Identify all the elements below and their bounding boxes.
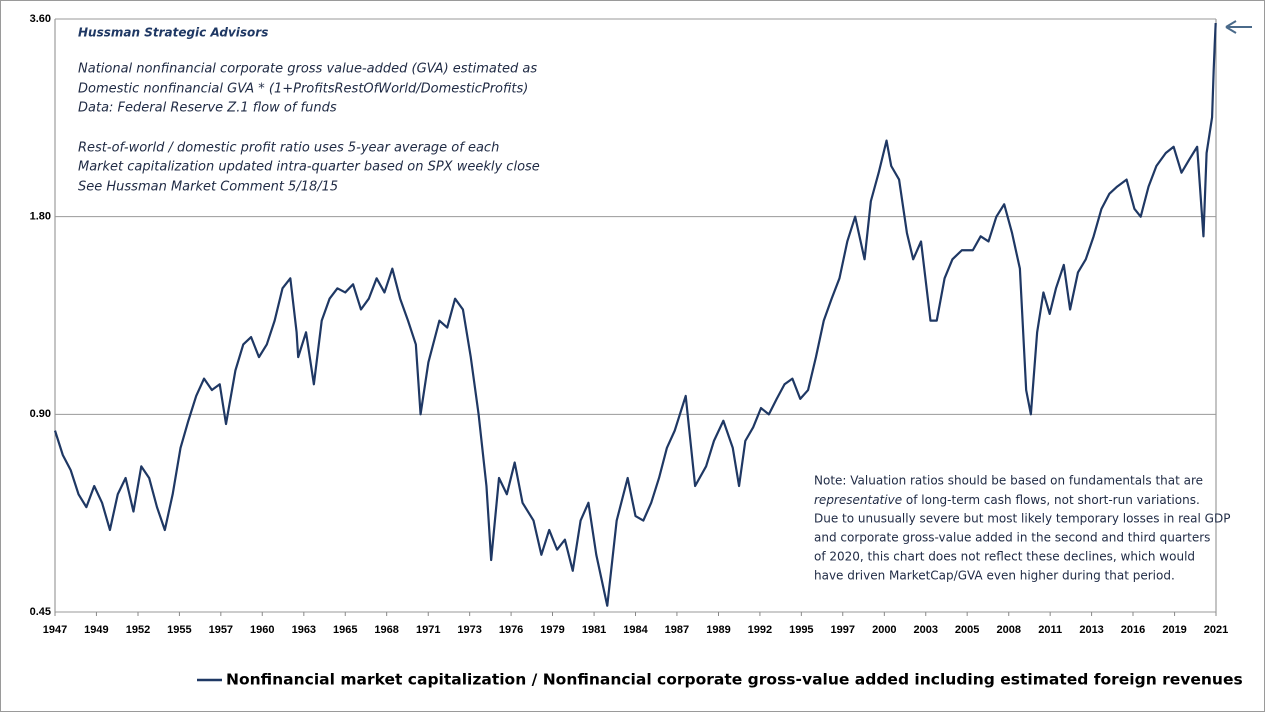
x-tick-label: 2016 [1121, 624, 1145, 636]
note-line: of 2020, this chart does not reflect the… [814, 550, 1195, 564]
note-text: of long-term cash flows, not short-run v… [902, 493, 1200, 507]
x-tick-label: 1965 [333, 624, 357, 636]
x-tick-label: 2021 [1204, 624, 1228, 636]
annotation-line: Market capitalization updated intra-quar… [78, 160, 540, 175]
legend-label: Nonfinancial market capitalization / Non… [226, 671, 1243, 689]
x-tick-label: 1952 [126, 624, 150, 636]
annotation-line: Domestic nonfinancial GVA * (1+ProfitsRe… [78, 82, 528, 97]
x-tick-label: 1947 [43, 624, 67, 636]
x-tick-label: 2000 [872, 624, 896, 636]
x-tick-label: 1981 [582, 624, 606, 636]
x-tick-label: 1949 [84, 624, 108, 636]
x-tick-label: 1955 [167, 624, 191, 636]
note-line: Note: Valuation ratios should be based o… [814, 474, 1203, 488]
data-line [53, 22, 1217, 607]
y-tick-label: 1.80 [30, 211, 51, 223]
x-tick-label: 2013 [1079, 624, 1103, 636]
y-tick-label: 3.60 [30, 13, 51, 25]
x-tick-label: 1989 [706, 624, 730, 636]
y-tick-label: 0.45 [30, 606, 51, 618]
x-tick-label: 1957 [209, 624, 233, 636]
annotation-line: See Hussman Market Comment 5/18/15 [78, 180, 338, 195]
x-tick-label: 1976 [499, 624, 523, 636]
x-tick-label: 2011 [1038, 624, 1062, 636]
note-line: representative of long-term cash flows, … [814, 493, 1200, 507]
x-tick-label: 2008 [997, 624, 1021, 636]
x-tick-label: 1973 [457, 624, 481, 636]
note-line: and corporate gross-value added in the s… [814, 531, 1210, 545]
annotation-line: National nonfinancial corporate gross va… [78, 62, 537, 77]
note-emphasis: representative [814, 493, 902, 507]
x-tick-label: 1992 [748, 624, 772, 636]
x-tick-label: 1984 [623, 624, 648, 636]
x-tick-label: 1971 [416, 624, 440, 636]
x-tick-label: 1987 [665, 624, 689, 636]
annotation-line: Data: Federal Reserve Z.1 flow of funds [78, 101, 337, 116]
annotation-line: Rest-of-world / domestic profit ratio us… [78, 141, 499, 156]
x-tick-label: 1995 [789, 624, 813, 636]
x-tick-label: 2003 [914, 624, 938, 636]
note-line: have driven MarketCap/GVA even higher du… [814, 569, 1175, 583]
x-tick-label: 2019 [1162, 624, 1186, 636]
x-tick-label: 2005 [955, 624, 979, 636]
x-tick-label: 1997 [831, 624, 855, 636]
annotation-heading: Hussman Strategic Advisors [78, 26, 268, 40]
pointer-arrow [1225, 20, 1252, 34]
x-tick-label: 1960 [250, 624, 274, 636]
x-tick-label: 1979 [540, 624, 564, 636]
x-tick-label: 1963 [292, 624, 316, 636]
note-line: Due to unusually severe but most likely … [814, 512, 1230, 526]
y-tick-label: 0.90 [30, 408, 51, 420]
x-tick-label: 1968 [374, 624, 398, 636]
